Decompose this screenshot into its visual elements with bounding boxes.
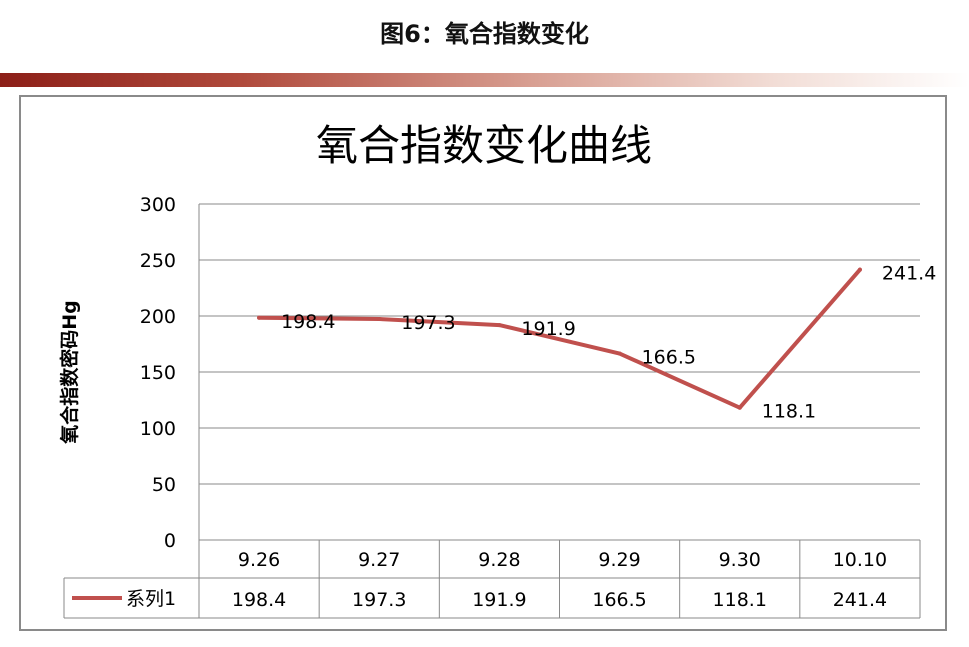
x-tick-label: 9.27 bbox=[358, 549, 400, 571]
table-value: 198.4 bbox=[232, 589, 286, 611]
chart-frame bbox=[19, 95, 947, 631]
table-value: 197.3 bbox=[352, 589, 406, 611]
x-tick-label: 9.30 bbox=[719, 549, 761, 571]
data-label: 198.4 bbox=[281, 311, 335, 333]
chart-title: 氧合指数变化曲线 bbox=[316, 121, 652, 170]
x-tick-label: 9.26 bbox=[238, 549, 280, 571]
data-point bbox=[617, 351, 622, 356]
y-tick-label: 100 bbox=[140, 418, 176, 440]
y-tick-label: 0 bbox=[164, 530, 176, 552]
table-value: 191.9 bbox=[472, 589, 526, 611]
data-point bbox=[857, 267, 862, 272]
data-label: 118.1 bbox=[762, 401, 816, 423]
y-axis-label: 氧合指数密码Hg bbox=[58, 300, 81, 444]
data-point bbox=[737, 405, 742, 410]
x-tick-label: 10.10 bbox=[833, 549, 887, 571]
data-point bbox=[377, 317, 382, 322]
y-tick-label: 150 bbox=[140, 362, 176, 384]
legend-label: 系列1 bbox=[126, 588, 176, 610]
data-label: 166.5 bbox=[642, 347, 696, 369]
table-value: 166.5 bbox=[592, 589, 646, 611]
data-label: 191.9 bbox=[521, 318, 575, 340]
data-label: 241.4 bbox=[882, 263, 936, 285]
data-point bbox=[257, 315, 262, 320]
data-label: 197.3 bbox=[401, 312, 455, 334]
series-line bbox=[257, 267, 862, 410]
y-tick-label: 250 bbox=[140, 250, 176, 272]
table-value: 118.1 bbox=[713, 589, 767, 611]
x-tick-label: 9.29 bbox=[598, 549, 640, 571]
table-value: 241.4 bbox=[833, 589, 887, 611]
decorative-rule bbox=[0, 73, 969, 87]
x-tick-label: 9.28 bbox=[478, 549, 520, 571]
data-point bbox=[497, 323, 502, 328]
figure-title: 图6：氧合指数变化 bbox=[380, 20, 589, 48]
y-tick-label: 50 bbox=[152, 474, 176, 496]
y-tick-label: 300 bbox=[140, 194, 176, 216]
y-tick-label: 200 bbox=[140, 306, 176, 328]
